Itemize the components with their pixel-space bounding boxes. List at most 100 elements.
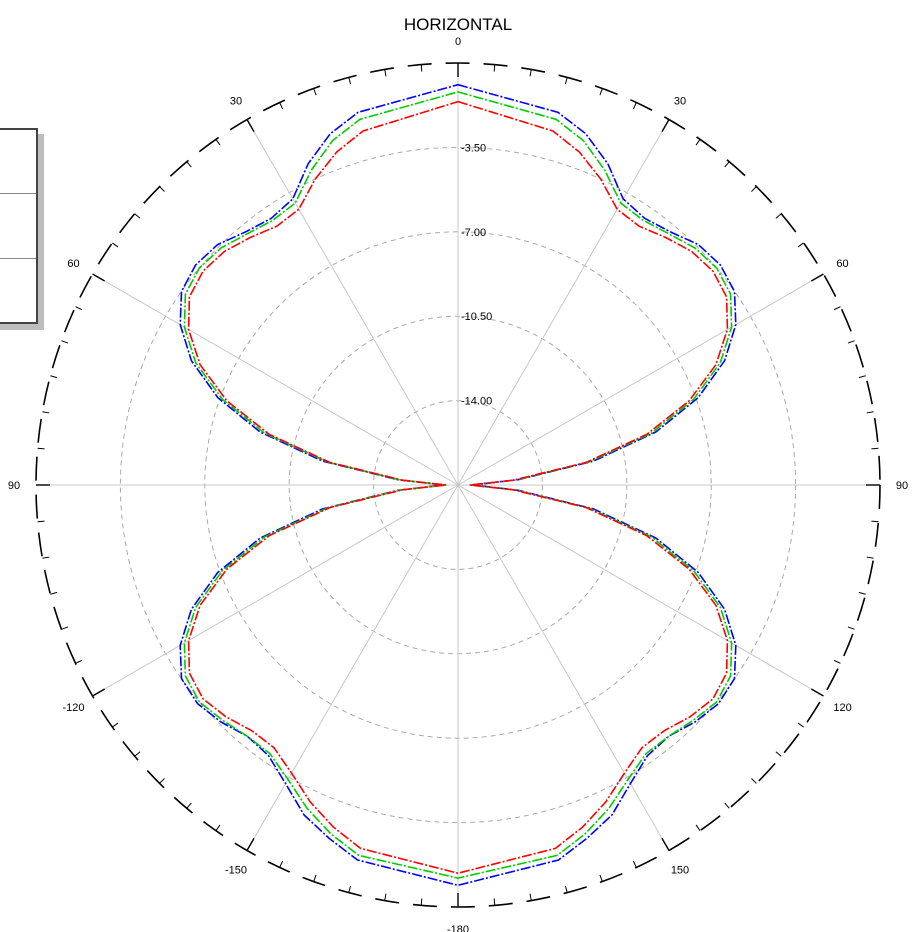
minor-tick bbox=[112, 242, 119, 248]
minor-tick bbox=[724, 161, 730, 168]
minor-tick bbox=[858, 375, 866, 379]
minor-tick bbox=[775, 213, 782, 219]
minor-tick bbox=[866, 556, 874, 559]
angle-tick-label: 90 bbox=[8, 480, 20, 492]
minor-tick bbox=[61, 626, 69, 630]
major-tick bbox=[246, 119, 255, 133]
minor-tick bbox=[695, 139, 701, 146]
legend-row bbox=[0, 130, 36, 195]
series-line bbox=[187, 100, 729, 874]
chart-title: HORIZONTAL bbox=[404, 15, 512, 34]
minor-tick bbox=[493, 64, 496, 72]
radial-tick-label: -7.00 bbox=[461, 227, 486, 239]
grid-spoke bbox=[457, 273, 824, 486]
series-line bbox=[179, 83, 737, 887]
legend-box bbox=[0, 128, 38, 324]
minor-tick bbox=[75, 659, 83, 664]
grid-spoke bbox=[92, 273, 459, 486]
minor-tick bbox=[134, 751, 141, 757]
minor-tick bbox=[348, 885, 352, 893]
minor-tick bbox=[797, 242, 804, 248]
minor-tick bbox=[871, 520, 879, 523]
angle-tick-label: 0 bbox=[455, 36, 461, 48]
minor-tick bbox=[279, 860, 284, 868]
radial-tick-label: -14.00 bbox=[461, 396, 492, 408]
minor-tick bbox=[751, 778, 757, 784]
major-tick bbox=[810, 688, 824, 697]
minor-tick bbox=[313, 874, 317, 882]
minor-tick bbox=[50, 375, 58, 379]
minor-tick bbox=[215, 824, 221, 831]
minor-tick bbox=[797, 722, 804, 728]
grid-spoke bbox=[457, 119, 670, 486]
minor-tick bbox=[724, 802, 730, 809]
angle-tick-label: 30 bbox=[230, 95, 242, 107]
minor-tick bbox=[159, 778, 165, 784]
minor-tick bbox=[564, 885, 568, 893]
major-tick bbox=[246, 837, 255, 851]
minor-tick bbox=[134, 213, 141, 219]
legend-row bbox=[0, 194, 36, 259]
minor-tick bbox=[599, 88, 603, 96]
grid-spoke bbox=[457, 484, 670, 851]
legend-row bbox=[0, 259, 36, 322]
minor-tick bbox=[215, 139, 221, 146]
grid-spoke bbox=[246, 119, 459, 486]
minor-tick bbox=[75, 306, 83, 311]
minor-tick bbox=[420, 898, 423, 906]
minor-tick bbox=[847, 340, 855, 344]
minor-tick bbox=[61, 340, 69, 344]
angle-tick-label: 150 bbox=[671, 865, 689, 877]
minor-tick bbox=[751, 186, 757, 192]
minor-tick bbox=[833, 659, 841, 664]
minor-tick bbox=[348, 77, 352, 85]
minor-tick bbox=[37, 520, 45, 523]
minor-tick bbox=[632, 860, 637, 868]
minor-tick bbox=[313, 88, 317, 96]
minor-tick bbox=[384, 893, 387, 901]
minor-tick bbox=[186, 161, 192, 168]
major-tick bbox=[661, 837, 670, 851]
major-tick bbox=[810, 273, 824, 282]
minor-tick bbox=[112, 722, 119, 728]
grid-layer bbox=[35, 62, 881, 908]
minor-tick bbox=[564, 77, 568, 85]
minor-tick bbox=[529, 69, 532, 77]
angle-tick-label: -180 bbox=[447, 924, 469, 932]
minor-tick bbox=[159, 186, 165, 192]
angle-tick-label: 30 bbox=[674, 95, 686, 107]
minor-tick bbox=[529, 893, 532, 901]
grid-spoke bbox=[246, 484, 459, 851]
angle-tick-label: 120 bbox=[833, 702, 851, 714]
minor-tick bbox=[384, 69, 387, 77]
angle-tick-label: 90 bbox=[896, 480, 908, 492]
radial-tick-label: -3.50 bbox=[461, 142, 486, 154]
major-tick bbox=[661, 119, 670, 133]
label-layer: 0 30 60 90 120 150 -180 -150 -120 90 60 30 -3.50 -7.0… bbox=[8, 36, 908, 932]
angle-tick-label: -150 bbox=[225, 865, 247, 877]
minor-tick bbox=[42, 556, 50, 559]
minor-tick bbox=[420, 64, 423, 72]
minor-tick bbox=[847, 626, 855, 630]
minor-tick bbox=[279, 102, 284, 110]
radial-tick-label: -10.50 bbox=[461, 311, 492, 323]
minor-tick bbox=[632, 102, 637, 110]
minor-tick bbox=[871, 447, 879, 450]
minor-tick bbox=[858, 591, 866, 595]
minor-tick bbox=[866, 411, 874, 414]
angle-tick-label: 60 bbox=[67, 258, 79, 270]
minor-tick bbox=[775, 751, 782, 757]
grid-spoke bbox=[457, 484, 824, 697]
minor-tick bbox=[695, 824, 701, 831]
minor-tick bbox=[493, 898, 496, 906]
major-tick bbox=[92, 273, 106, 282]
series-layer bbox=[179, 83, 737, 887]
series-line bbox=[183, 91, 733, 879]
grid-spoke bbox=[92, 484, 459, 697]
tick-layer bbox=[36, 63, 880, 907]
minor-tick bbox=[186, 802, 192, 809]
angle-tick-label: 60 bbox=[836, 258, 848, 270]
major-tick bbox=[92, 688, 106, 697]
minor-tick bbox=[37, 447, 45, 450]
